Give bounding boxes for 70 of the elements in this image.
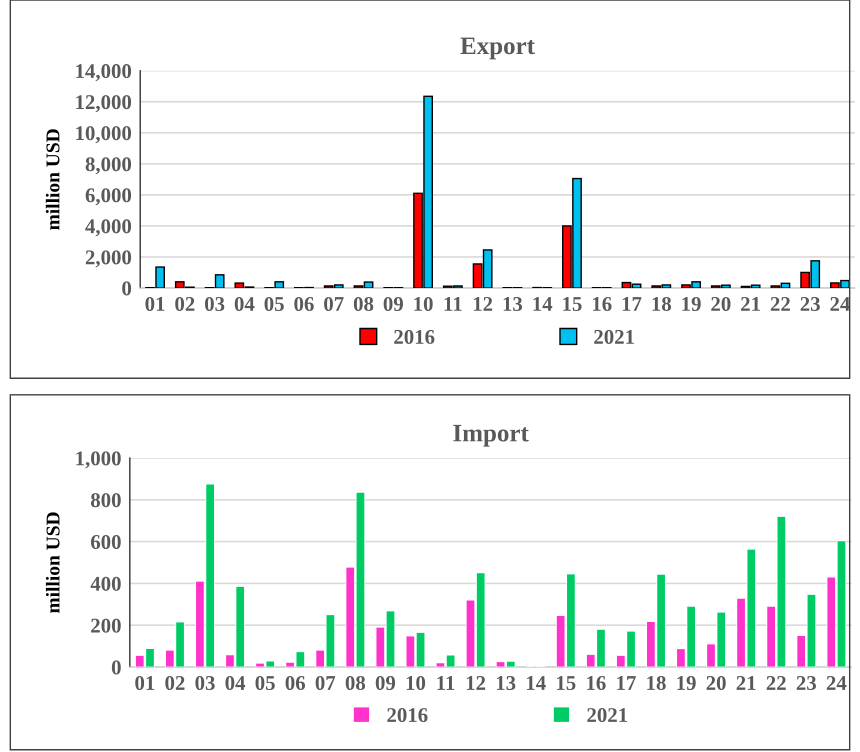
legend-label: 2016 bbox=[394, 330, 434, 344]
x-tick-label: 14 bbox=[526, 676, 546, 690]
x-tick-label: 24 bbox=[830, 297, 850, 311]
x-tick-label: 07 bbox=[316, 676, 336, 690]
y-tick-label: 1,000 bbox=[76, 451, 121, 468]
x-tick-label: 24 bbox=[826, 676, 846, 690]
y-tick-label: 0 bbox=[112, 660, 121, 674]
x-tick-label: 13 bbox=[496, 676, 516, 690]
x-tick-label: 03 bbox=[205, 296, 224, 312]
x-tick-label: 16 bbox=[592, 297, 612, 312]
x-tick-label: 22 bbox=[766, 676, 786, 690]
y-tick-label: 400 bbox=[90, 576, 121, 591]
x-tick-label: 05 bbox=[264, 296, 284, 312]
x-tick-label: 21 bbox=[736, 676, 756, 690]
y-axis-title: million USD bbox=[46, 512, 60, 614]
y-tick-label: 6,000 bbox=[86, 188, 132, 206]
x-tick-label: 08 bbox=[346, 676, 366, 690]
y-tick-label: 12,000 bbox=[76, 95, 132, 112]
x-tick-label: 05 bbox=[256, 676, 275, 690]
x-tick-label: 19 bbox=[677, 676, 696, 690]
x-tick-label: 10 bbox=[406, 676, 426, 690]
x-tick-label: 20 bbox=[706, 676, 726, 690]
x-tick-label: 23 bbox=[796, 676, 816, 690]
y-tick-label: 2,000 bbox=[86, 250, 132, 268]
x-tick-label: 17 bbox=[617, 676, 636, 690]
x-tick-label: 21 bbox=[741, 297, 760, 311]
y-tick-label: 10,000 bbox=[76, 126, 132, 144]
x-tick-label: 11 bbox=[444, 297, 462, 311]
x-tick-label: 02 bbox=[175, 296, 194, 312]
y-tick-label: 200 bbox=[91, 618, 121, 633]
x-tick-label: 08 bbox=[354, 296, 374, 312]
x-tick-label: 12 bbox=[474, 297, 492, 311]
x-tick-label: 07 bbox=[324, 296, 344, 312]
x-tick-label: 18 bbox=[652, 296, 672, 312]
x-tick-label: 01 bbox=[135, 676, 154, 690]
y-axis-title: million USD bbox=[46, 129, 60, 230]
chart-title: Import bbox=[453, 424, 529, 447]
legend-label: 2021 bbox=[587, 708, 628, 722]
x-tick-label: 17 bbox=[622, 297, 642, 311]
y-tick-label: 14,000 bbox=[76, 64, 132, 82]
x-tick-label: 19 bbox=[682, 297, 701, 312]
x-tick-label: 12 bbox=[466, 676, 486, 690]
x-tick-label: 15 bbox=[563, 297, 582, 312]
legend-label: 2021 bbox=[594, 330, 634, 344]
x-tick-label: 06 bbox=[294, 296, 314, 312]
x-tick-label: 03 bbox=[195, 676, 215, 690]
x-tick-label: 10 bbox=[414, 296, 433, 312]
x-tick-label: 11 bbox=[437, 676, 454, 690]
x-tick-label: 04 bbox=[234, 296, 254, 312]
y-tick-label: 600 bbox=[90, 534, 121, 550]
x-tick-label: 01 bbox=[145, 296, 164, 312]
x-tick-label: 20 bbox=[711, 296, 730, 312]
x-tick-label: 15 bbox=[557, 676, 576, 690]
x-tick-label: 14 bbox=[533, 297, 552, 311]
x-tick-label: 13 bbox=[504, 297, 522, 312]
legend-label: 2016 bbox=[387, 708, 428, 722]
x-tick-label: 02 bbox=[165, 676, 184, 690]
y-tick-label: 800 bbox=[90, 493, 121, 508]
y-tick-label: 0 bbox=[122, 281, 132, 296]
x-tick-label: 16 bbox=[587, 676, 606, 690]
y-tick-label: 8,000 bbox=[86, 157, 132, 174]
x-tick-label: 23 bbox=[800, 297, 820, 312]
x-tick-label: 09 bbox=[384, 296, 403, 312]
x-tick-label: 22 bbox=[770, 297, 790, 311]
x-tick-label: 04 bbox=[225, 676, 246, 690]
x-tick-label: 06 bbox=[286, 676, 306, 690]
y-tick-label: 4,000 bbox=[85, 219, 132, 236]
chart-title: Export bbox=[460, 38, 535, 60]
x-tick-label: 09 bbox=[376, 676, 396, 690]
x-tick-label: 18 bbox=[647, 676, 666, 690]
